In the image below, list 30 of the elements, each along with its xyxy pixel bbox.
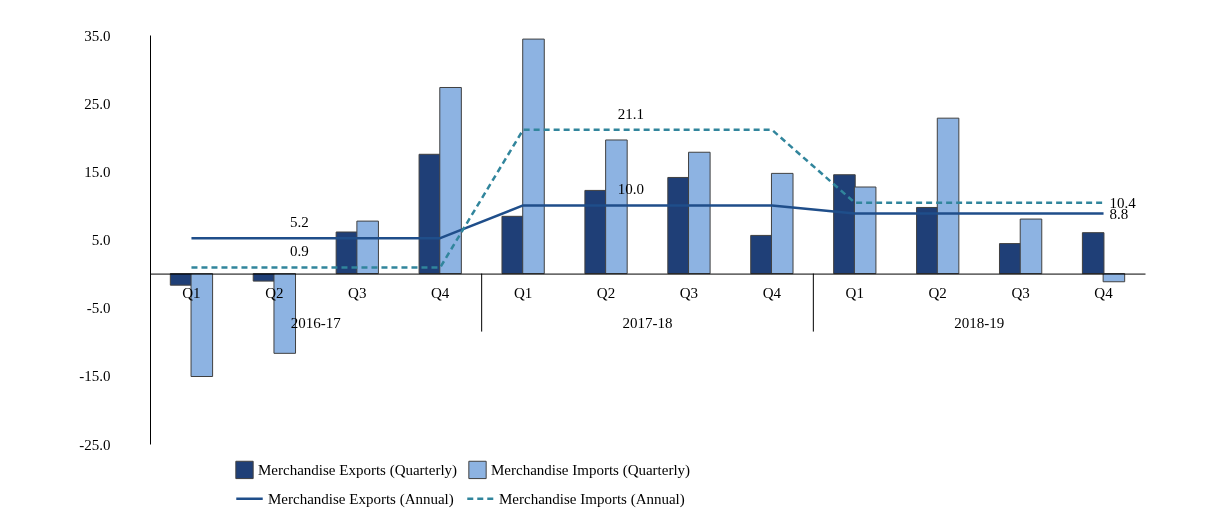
annotation: 2018-19 [954, 314, 1005, 331]
x-tick-label: Q2 [596, 285, 616, 302]
legend-label: Merchandise Exports (Annual) [268, 490, 454, 508]
x-tick-label: Q1 [182, 285, 201, 302]
annotation: 2017-18 [622, 314, 673, 331]
data-label: 21.1 [617, 105, 645, 122]
y-tick-label: -15.0 [79, 368, 111, 385]
x-tick-label: Q4 [431, 285, 450, 302]
x-tick-label: Q2 [265, 285, 284, 302]
x-tick-label: Q1 [513, 285, 533, 302]
x-tick-label: Q4 [1094, 285, 1114, 302]
data-label: 5.2 [289, 214, 309, 231]
data-label: 10.0 [617, 181, 645, 198]
y-tick-label: 35.0 [84, 27, 111, 44]
y-tick-label: 25.0 [84, 95, 111, 112]
legend-label: Merchandise Imports (Annual) [499, 490, 685, 508]
legend-label: Merchandise Imports (Quarterly) [491, 461, 691, 479]
x-tick-label: Q3 [348, 285, 367, 302]
bar [1081, 232, 1105, 275]
legend-label: Merchandise Exports (Quarterly) [258, 461, 458, 479]
data-label: 0.9 [289, 243, 309, 260]
y-tick-label: 5.0 [91, 232, 111, 248]
x-tick-label: Q4 [762, 285, 782, 302]
y-tick-label: -5.0 [86, 300, 111, 317]
x-tick-label: Q3 [679, 285, 699, 302]
y-tick-label: 15.0 [84, 163, 111, 180]
x-tick-label: Q3 [1011, 285, 1030, 302]
x-tick-label: Q1 [845, 285, 864, 302]
y-tick-label: -25.0 [79, 436, 111, 453]
x-tick-label: Q2 [928, 285, 947, 302]
